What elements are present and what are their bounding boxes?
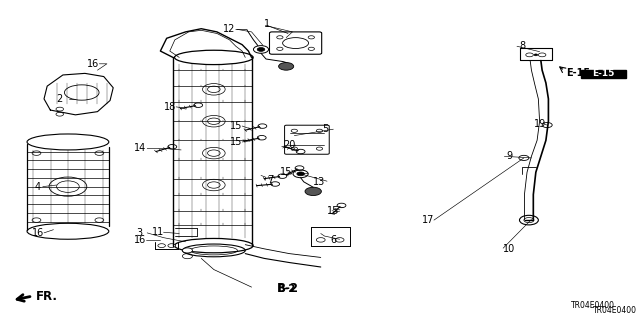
Circle shape xyxy=(182,248,193,253)
Circle shape xyxy=(316,238,325,242)
Text: 4: 4 xyxy=(35,182,41,192)
Circle shape xyxy=(305,187,321,196)
Circle shape xyxy=(308,36,314,39)
Text: 9: 9 xyxy=(506,151,513,161)
Circle shape xyxy=(316,129,323,132)
Text: 11: 11 xyxy=(152,227,164,237)
Text: 7: 7 xyxy=(268,175,273,185)
Text: 17: 17 xyxy=(422,215,434,225)
Text: 16: 16 xyxy=(31,228,44,238)
Circle shape xyxy=(56,107,63,111)
Circle shape xyxy=(335,238,344,242)
Circle shape xyxy=(297,172,305,176)
Text: E-15: E-15 xyxy=(593,69,615,78)
Text: 1: 1 xyxy=(264,19,270,29)
Circle shape xyxy=(291,129,298,132)
Circle shape xyxy=(278,63,294,70)
Circle shape xyxy=(257,48,265,51)
Circle shape xyxy=(316,147,323,150)
Circle shape xyxy=(308,47,314,50)
Circle shape xyxy=(276,36,283,39)
Text: 19: 19 xyxy=(534,119,546,130)
Text: 18: 18 xyxy=(164,102,176,112)
Circle shape xyxy=(291,147,298,150)
Circle shape xyxy=(276,47,283,50)
Text: 6: 6 xyxy=(330,235,337,245)
Text: 2: 2 xyxy=(56,94,63,104)
FancyBboxPatch shape xyxy=(581,70,627,78)
Text: 5: 5 xyxy=(323,124,329,134)
Text: E-15: E-15 xyxy=(566,68,591,78)
Text: 16: 16 xyxy=(87,59,99,69)
Circle shape xyxy=(520,215,538,225)
Circle shape xyxy=(542,122,552,128)
Text: B-2: B-2 xyxy=(277,284,295,294)
Text: 8: 8 xyxy=(519,41,525,51)
Text: 15: 15 xyxy=(230,137,242,147)
Text: 15: 15 xyxy=(327,206,339,216)
Text: 15: 15 xyxy=(280,167,292,177)
Text: 15: 15 xyxy=(230,121,242,131)
Text: FR.: FR. xyxy=(36,290,58,302)
Text: B-2: B-2 xyxy=(276,282,298,295)
Text: 12: 12 xyxy=(223,24,236,34)
Text: 14: 14 xyxy=(134,143,146,153)
Circle shape xyxy=(158,244,165,248)
Circle shape xyxy=(95,151,104,155)
Circle shape xyxy=(534,54,538,56)
Text: 3: 3 xyxy=(136,228,143,238)
Circle shape xyxy=(32,151,41,155)
Circle shape xyxy=(519,155,529,160)
Circle shape xyxy=(95,218,104,222)
Text: 16: 16 xyxy=(134,235,146,245)
Text: 13: 13 xyxy=(314,177,326,187)
Circle shape xyxy=(538,53,546,57)
Circle shape xyxy=(168,244,175,248)
Text: 20: 20 xyxy=(283,140,296,150)
Text: 10: 10 xyxy=(503,244,516,254)
Circle shape xyxy=(32,218,41,222)
Text: TR04E0400: TR04E0400 xyxy=(571,301,615,310)
Circle shape xyxy=(526,53,533,57)
Text: TR04E0400: TR04E0400 xyxy=(593,306,637,315)
